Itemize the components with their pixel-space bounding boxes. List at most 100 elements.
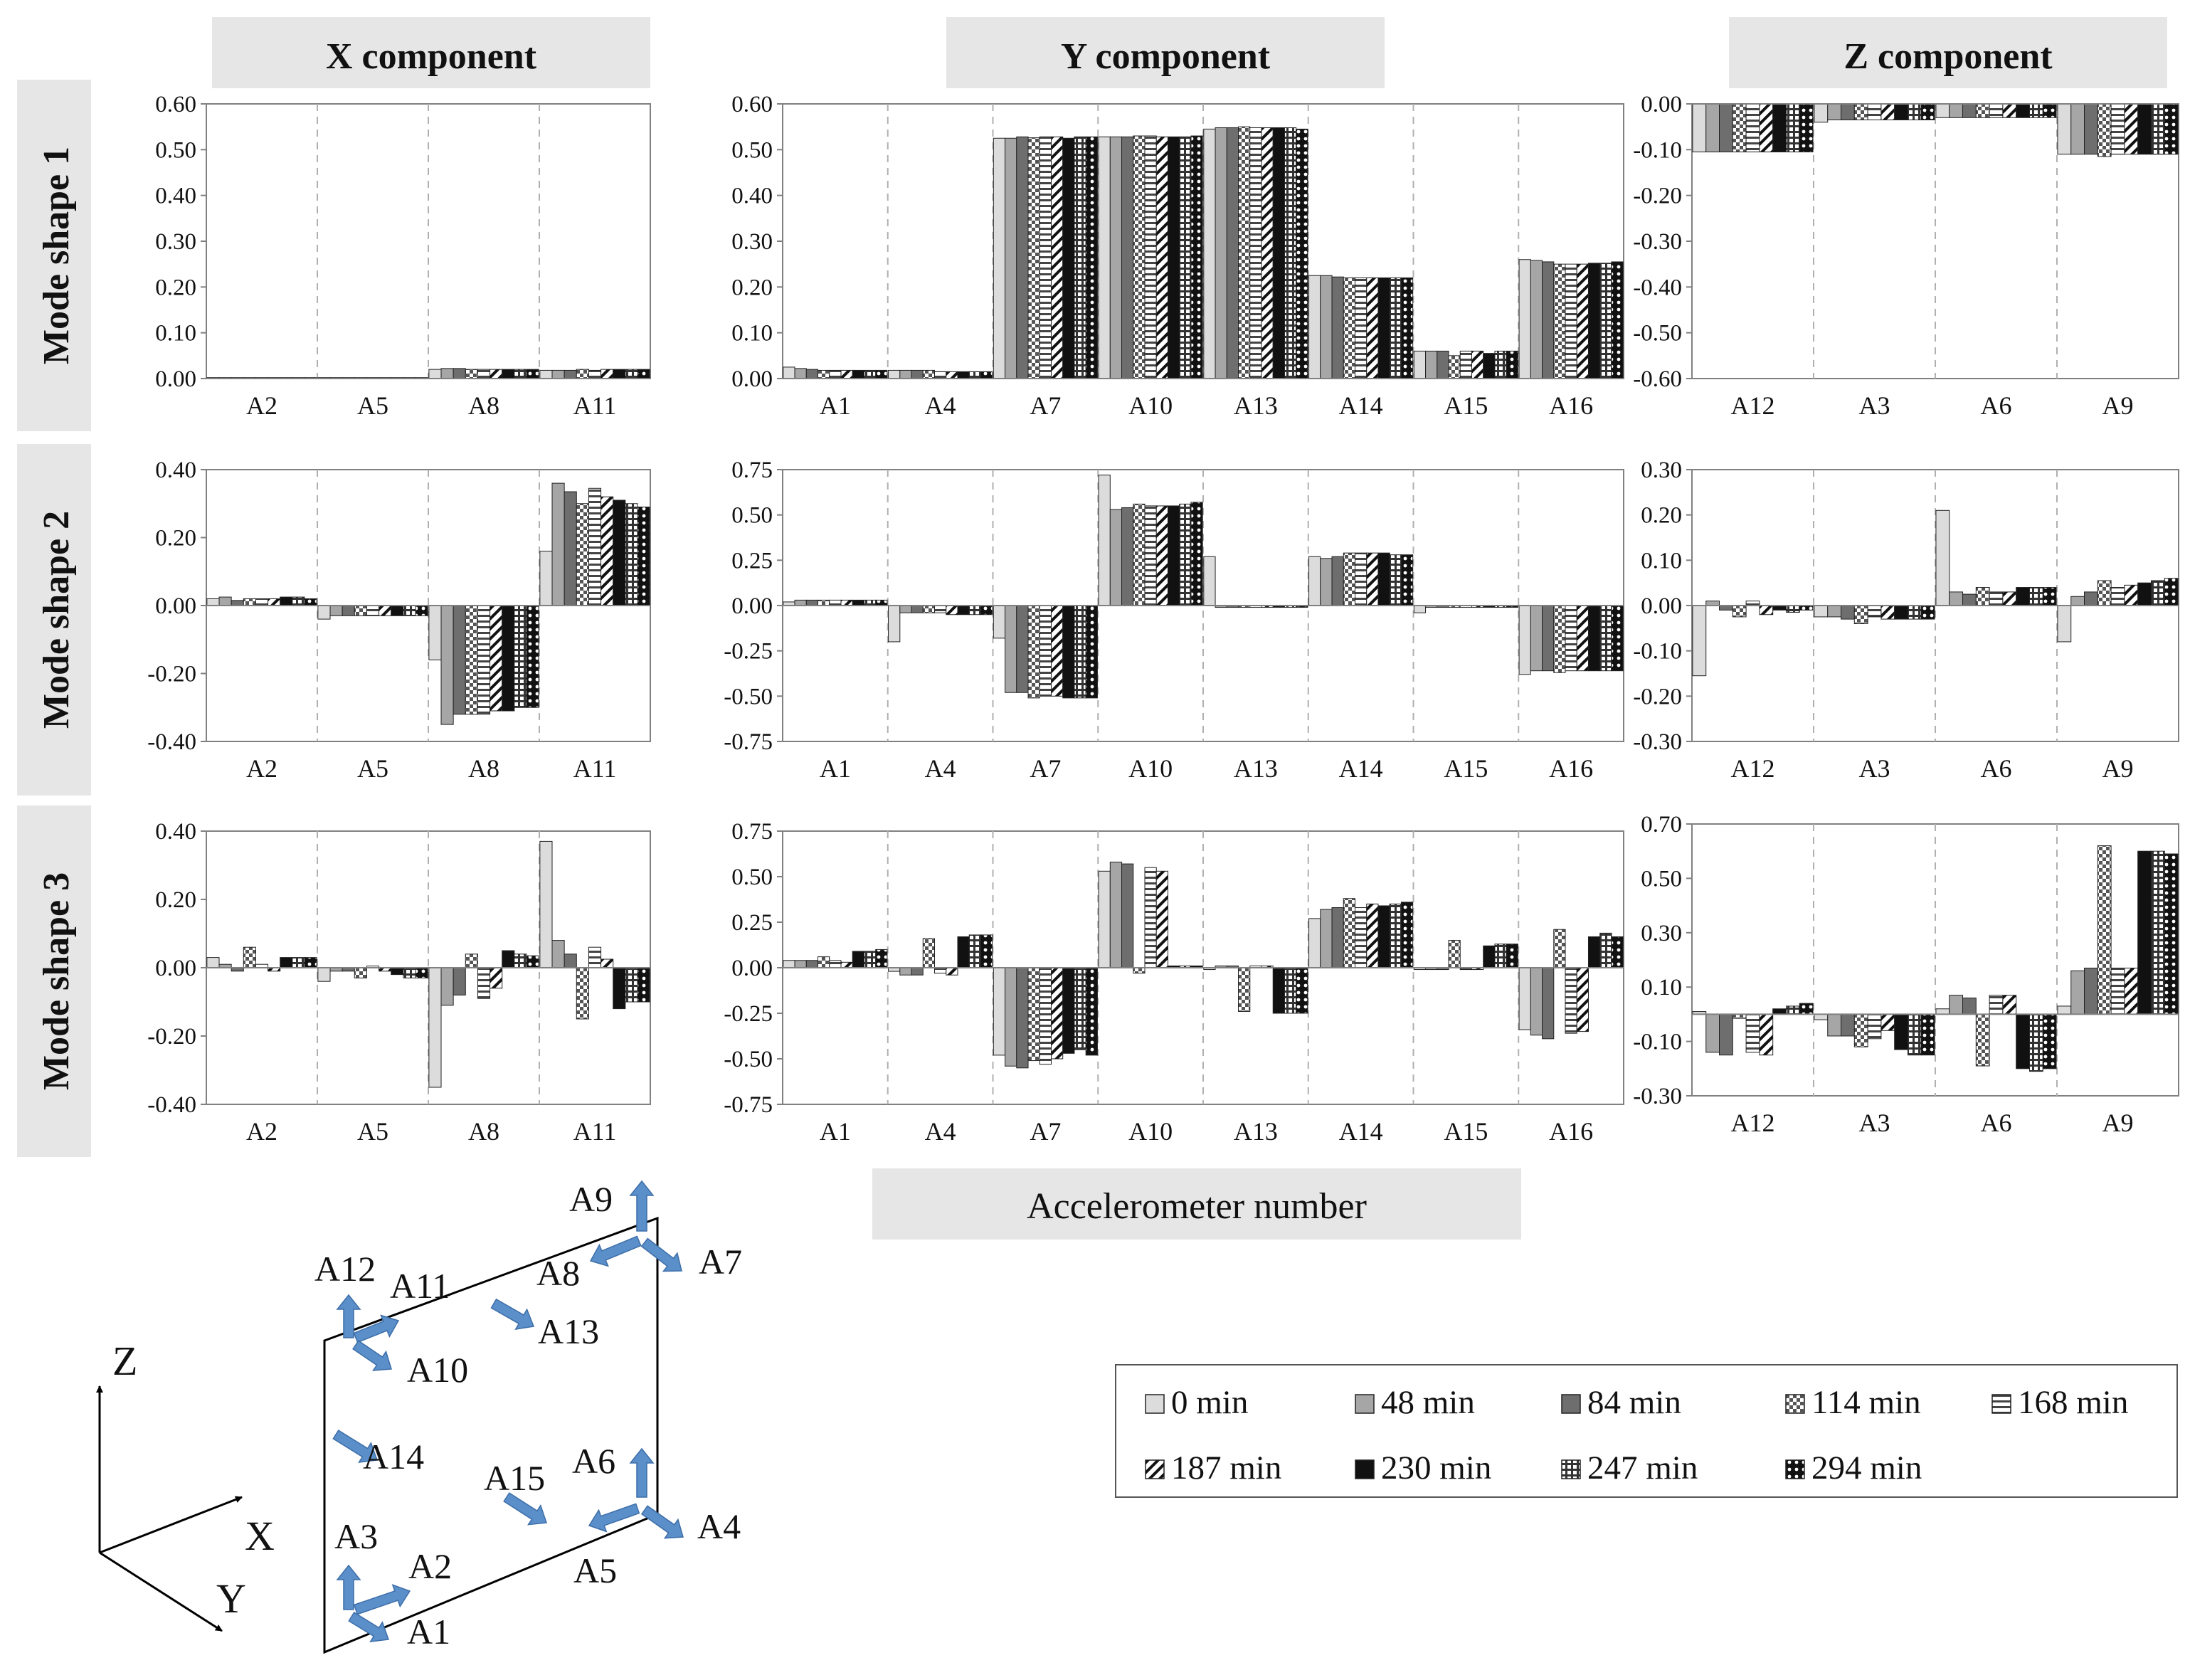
bar-a14-s2 [1331,556,1344,606]
bar-a9-s4 [2110,587,2125,606]
bar-a9-s7 [2150,580,2165,606]
sensor-arrow-a2 [353,1584,411,1615]
xlabel-bg [872,1168,1521,1240]
bar-a13-s2 [1226,127,1239,379]
bar-a15-s4 [1459,350,1472,379]
bar-a4-s1 [899,605,912,613]
category-label: A3 [1859,1109,1890,1137]
y-axis-arrow [99,1551,223,1632]
category-label: A15 [1444,391,1488,420]
legend-label: 114 min [1811,1384,1921,1421]
bar-a6-s4 [1989,591,2004,606]
sensor-label-a4: A4 [697,1506,741,1546]
mode-shape-1-header-bg [17,80,91,431]
bar-a2-s8 [304,598,317,606]
y-tick-label: 0.20 [155,887,196,913]
y-tick-label: 0.20 [731,275,773,300]
bar-a6-s4 [1989,103,2004,118]
bar-a16-s7 [1599,932,1612,968]
bar-a14-s7 [1389,277,1402,379]
bar-a14-s6 [1377,905,1390,968]
bar-a10-s4 [1144,867,1157,968]
chart-m3y: 0.75 0.50 0.25 0.00 -0.25 -0.50 -0.75 A1 A4 A7 A10… [724,819,1624,1146]
legend-swatch [1785,1394,1805,1414]
y-component-header-bg [946,17,1385,88]
category-label: A14 [1339,391,1383,420]
bar-a4-s7 [968,371,981,379]
bar-a14-s1 [1320,558,1333,606]
bar-a8-s2 [453,368,466,379]
legend-swatch [1355,1394,1375,1414]
bar-a3-s8 [1920,1013,1935,1056]
bar-a11-s2 [564,491,577,606]
bar-a15-s7 [1494,944,1507,968]
bar-a16-s0 [1518,259,1531,379]
bar-a12-s5 [1759,103,1774,153]
bar-a16-s0 [1518,605,1531,675]
y-tick-label: 0.40 [731,184,773,209]
bar-a8-s2 [453,967,466,995]
bar-a10-s8 [1190,135,1203,379]
bar-a9-s2 [2084,103,2098,155]
bar-a8-s8 [526,369,539,379]
bar-a12-s7 [1785,605,1800,613]
bar-a1-s1 [794,599,807,606]
y-tick-label: 0.30 [1641,458,1682,483]
bar-a3-s0 [1814,605,1829,618]
bar-a1-s5 [840,961,853,968]
bar-a10-s8 [1190,502,1203,606]
category-label: A4 [925,754,956,783]
bar-a4-s0 [888,605,901,643]
bar-a8-s4 [477,369,491,379]
y-tick-label: 0.00 [731,956,773,981]
y-tick-label: -0.40 [147,729,196,755]
bar-a1-s3 [818,956,830,968]
category-label: A7 [1030,391,1061,420]
category-label: A4 [925,1117,956,1146]
y-component-header: Y component [1061,36,1271,77]
legend-label: 230 min [1381,1449,1491,1486]
bar-a6-s2 [1962,997,1977,1015]
y-tick-label: 0.50 [731,137,773,163]
bar-a2-s8 [304,957,317,968]
y-tick-label: 0.30 [155,229,196,255]
legend-label: 48 min [1381,1384,1475,1421]
category-label: A15 [1444,1117,1488,1146]
sensor-arrow-a12 [336,1294,361,1338]
bar-a14-s5 [1366,552,1379,606]
category-label: A3 [1859,754,1890,783]
legend-item: 0 min [1145,1384,1248,1421]
bar-a11-s5 [601,369,614,379]
y-tick-label: 0.10 [1641,975,1682,1000]
bar-a4-s3 [922,605,936,613]
bar-a5-s8 [415,967,428,978]
bar-a4-s5 [946,967,958,976]
bar-a4-s2 [911,369,924,379]
bar-a1-s6 [852,599,864,606]
bar-a6-s5 [2002,591,2017,606]
y-tick-label: 0.00 [155,956,196,981]
category-label: A9 [2102,754,2134,783]
category-label: A14 [1339,754,1383,783]
z-component-header: Z component [1843,36,2053,77]
bar-a12-s1 [1705,1013,1720,1053]
bar-a3-s5 [1880,1013,1895,1031]
bar-a12-s5 [1759,605,1774,616]
bar-a12-s5 [1759,1013,1774,1056]
bar-a16-s6 [1587,263,1601,379]
bar-a12-s2 [1719,1013,1733,1056]
category-label: A12 [1731,1109,1775,1137]
bar-a4-s6 [957,371,970,379]
bar-a14-s6 [1377,277,1390,379]
bar-a11-s6 [613,369,626,379]
bar-a12-s3 [1732,605,1747,618]
bar-a10-s1 [1109,136,1123,379]
chart-m1z: 0.00 -0.10 -0.20 -0.30 -0.40 -0.50 -0.60 A12 A3 A… [1633,92,2179,420]
y-tick-label: -0.40 [147,1092,196,1118]
bar-a11-s7 [625,967,638,1003]
bar-a7-s3 [1027,967,1040,1062]
bar-a13-s5 [1261,127,1274,379]
category-label: A11 [573,391,617,420]
category-label: A10 [1128,754,1173,783]
category-label: A6 [1981,1109,2012,1137]
